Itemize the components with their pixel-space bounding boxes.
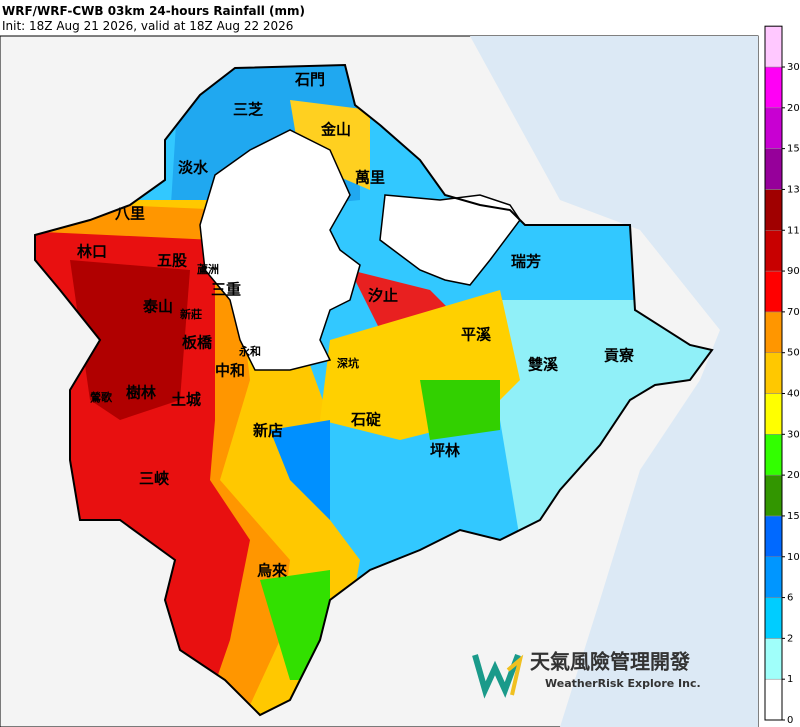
- district-label: 永和: [238, 344, 261, 358]
- subtitle: Init: 18Z Aug 21 2026, valid at 18Z Aug …: [2, 19, 294, 33]
- district-label: 三峽: [139, 470, 170, 488]
- colorbar-label: 10: [787, 552, 800, 563]
- district-label: 林口: [77, 243, 107, 261]
- taipei-city: [199, 129, 361, 371]
- district-label: 坪林: [430, 442, 461, 460]
- colorbar-band: [764, 25, 783, 68]
- district-label: 鶯歌: [90, 390, 113, 404]
- logo-mark: [472, 653, 521, 699]
- colorbar-band: [764, 352, 783, 394]
- colorbar-band: [764, 556, 783, 598]
- district-label: 蘆洲: [197, 262, 219, 276]
- district-label: 土城: [171, 391, 201, 409]
- colorbar-label: 6: [787, 593, 793, 604]
- title: WRF/WRF-CWB 03km 24-hours Rainfall (mm): [2, 4, 306, 18]
- district-label: 淡水: [178, 159, 209, 177]
- colorbar: 0 1 2 6 10 15 20 30 40 50 70 90 110 130 150 200 300: [764, 25, 800, 726]
- logo-bolt: [506, 654, 524, 696]
- colorbar-label: 90: [787, 266, 800, 277]
- colorbar-label: 0: [787, 715, 793, 726]
- colorbar-label: 15: [787, 511, 800, 522]
- colorbar-band: [764, 270, 783, 313]
- district-label: 貢寮: [604, 347, 635, 365]
- district-label: 新莊: [180, 307, 202, 321]
- district-label: 汐止: [368, 287, 398, 305]
- colorbar-label: 30: [787, 429, 800, 440]
- colorbar-label: 70: [787, 307, 800, 318]
- logo-name: 天氣風險管理開發: [530, 650, 690, 674]
- district-label: 三芝: [233, 101, 263, 119]
- district-label: 八里: [114, 205, 145, 223]
- logo-subname: WeatherRisk Explore Inc.: [545, 677, 701, 690]
- colorbar-band: [764, 107, 783, 149]
- colorbar-label: 200: [787, 103, 800, 114]
- colorbar-band: [764, 311, 783, 353]
- colorbar-label: 300: [787, 62, 800, 73]
- district-label: 深坑: [337, 356, 359, 370]
- district-label: 板橋: [182, 334, 213, 352]
- colorbar-band: [764, 515, 783, 557]
- colorbar-label: 150: [787, 144, 800, 155]
- colorbar-band: [764, 474, 783, 517]
- colorbar-label: 40: [787, 389, 800, 400]
- logo: 天氣風險管理開發 WeatherRisk Explore Inc.: [472, 650, 701, 699]
- colorbar-band: [764, 189, 783, 231]
- colorbar-label: 20: [787, 470, 800, 481]
- district-label: 中和: [215, 362, 245, 380]
- district-label: 三重: [211, 281, 241, 299]
- district-label: 石碇: [350, 411, 381, 429]
- colorbar-band: [764, 230, 783, 272]
- colorbar-band: [764, 148, 783, 190]
- district-label: 萬里: [355, 169, 385, 187]
- keelung-city: [379, 194, 521, 286]
- district-label: 平溪: [461, 326, 492, 344]
- colorbar-frame: [764, 25, 783, 721]
- district-label: 瑞芳: [511, 253, 541, 271]
- district-label: 雙溪: [528, 356, 559, 374]
- colorbar-label: 2: [787, 633, 793, 644]
- colorbar-band: [764, 393, 783, 435]
- new-taipei-outline: [34, 63, 714, 717]
- colorbar-label: 110: [787, 225, 800, 236]
- colorbar-band: [764, 434, 783, 476]
- colorbar-band: [764, 678, 783, 721]
- district-label: 石門: [294, 71, 325, 89]
- colorbar-band: [764, 66, 783, 109]
- colorbar-band: [764, 638, 783, 680]
- district-label: 金山: [320, 121, 351, 139]
- district-label: 新店: [253, 422, 283, 440]
- district-label: 五股: [157, 252, 188, 270]
- sea: [470, 36, 758, 727]
- colorbar-label: 130: [787, 184, 800, 195]
- colorbar-label: 1: [787, 674, 793, 685]
- colorbar-label: 50: [787, 348, 800, 359]
- district-label: 烏來: [257, 562, 287, 580]
- district-label: 泰山: [142, 298, 173, 316]
- colorbar-band: [764, 597, 783, 639]
- district-label: 樹林: [126, 384, 157, 402]
